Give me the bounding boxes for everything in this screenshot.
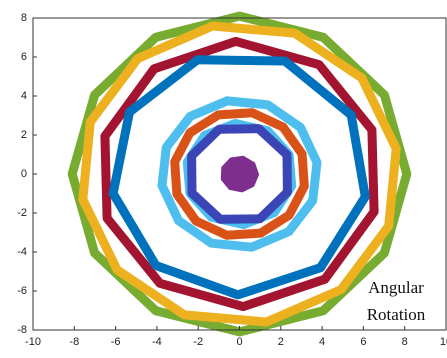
- y-tick-label: 0: [21, 168, 27, 180]
- ring: [100, 36, 379, 312]
- x-tick-label: 6: [360, 336, 366, 348]
- x-tick-label: -8: [69, 336, 79, 348]
- x-tick-label: 0: [236, 336, 242, 348]
- x-tick-label: -4: [152, 336, 162, 348]
- y-tick-label: 2: [21, 129, 27, 141]
- x-tick-label: 2: [278, 336, 284, 348]
- y-tick-label: -2: [17, 207, 27, 219]
- x-tick-label: -10: [25, 336, 41, 348]
- ring: [67, 11, 412, 337]
- x-tick-label: 8: [402, 336, 408, 348]
- y-tick-label: -8: [17, 324, 27, 336]
- x-tick-label: 4: [319, 336, 325, 348]
- ring: [78, 21, 401, 327]
- y-tick-label: 4: [21, 90, 27, 102]
- ring: [108, 55, 370, 300]
- x-tick-label: 10: [440, 336, 447, 348]
- ring: [170, 108, 309, 240]
- y-tick-label: 8: [21, 12, 27, 24]
- annotation: Rotation: [367, 305, 426, 324]
- annotation: Angular: [368, 278, 424, 297]
- ring: [220, 155, 260, 193]
- ring: [157, 96, 322, 252]
- y-tick-label: -4: [17, 246, 27, 258]
- y-tick-label: -6: [17, 285, 27, 297]
- ring: [187, 124, 292, 224]
- x-tick-label: -6: [111, 336, 121, 348]
- y-tick-label: 6: [21, 51, 27, 63]
- x-tick-label: -2: [193, 336, 203, 348]
